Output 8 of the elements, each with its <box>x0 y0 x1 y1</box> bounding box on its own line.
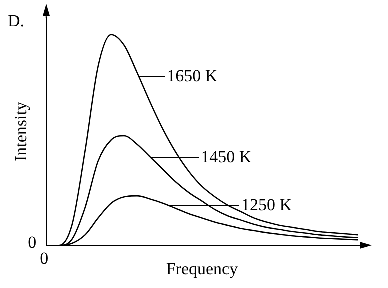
x-axis-title: Frequency <box>166 259 239 278</box>
legend-label: 1450 K <box>201 147 252 166</box>
legend-label: 1650 K <box>167 66 218 86</box>
legend-label: 1250 K <box>241 195 293 214</box>
text: D. <box>8 11 25 30</box>
y-axis-title: Intensity <box>12 102 31 162</box>
text: 0 <box>40 249 49 268</box>
text: 0 <box>28 233 37 252</box>
